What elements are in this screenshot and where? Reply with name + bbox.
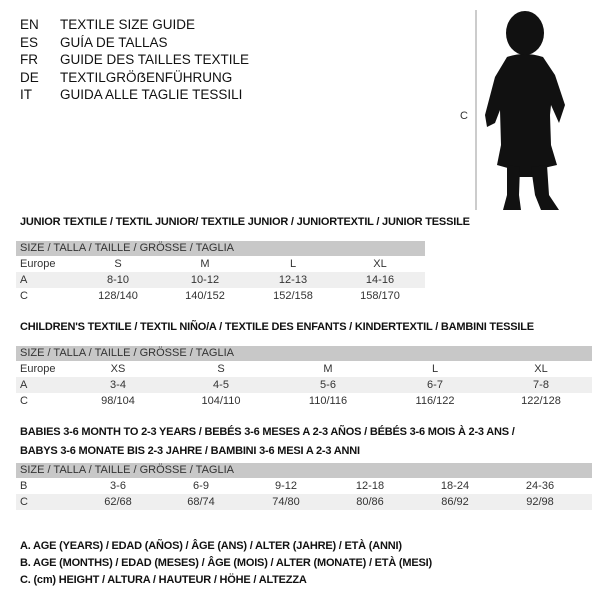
cell-value: 3-4 bbox=[110, 379, 126, 391]
cell-value: M bbox=[200, 258, 210, 270]
cell-value: XS bbox=[110, 363, 126, 375]
babies-size-table: SIZE / TALLA / TAILLE / GRÖSSE / TAGLIA … bbox=[16, 463, 592, 510]
cell-value: XL bbox=[373, 258, 387, 270]
cell-value: 8-10 bbox=[106, 274, 130, 286]
cell-value: TEXTILE SIZE GUIDE bbox=[60, 17, 196, 32]
cell-value: 62/68 bbox=[104, 496, 132, 508]
children-heading: CHILDREN'S TEXTILE / TEXTIL NIÑO/A / TEX… bbox=[20, 321, 534, 333]
row-label: B bbox=[20, 480, 28, 492]
lang-fr: FR GUIDE DES TAILLES TEXTILE bbox=[20, 51, 249, 69]
table-header: SIZE / TALLA / TAILLE / GRÖSSE / TAGLIA bbox=[16, 346, 592, 361]
cell-value: GUIDE DES TAILLES TEXTILE bbox=[60, 52, 250, 67]
lang-en: EN TEXTILE SIZE GUIDE bbox=[20, 16, 249, 34]
cell-value: 104/110 bbox=[201, 395, 241, 407]
table-row: Europe XS S M L XL bbox=[16, 361, 592, 377]
cell-value: 5-6 bbox=[320, 379, 336, 391]
table-row: B 3-6 6-9 9-12 12-18 18-24 24-36 bbox=[16, 478, 592, 494]
legend-b: B. AGE (MONTHS) / EDAD (MESES) / ÂGE (MO… bbox=[20, 557, 432, 569]
table-row: C 98/104 104/110 110/116 116/122 122/128 bbox=[16, 393, 592, 409]
lang-it: IT GUIDA ALLE TAGLIE TESSILI bbox=[20, 86, 249, 104]
height-label: C bbox=[460, 110, 468, 122]
cell-value: 68/74 bbox=[187, 496, 215, 508]
cell-value: 12-13 bbox=[278, 274, 308, 286]
table-header: SIZE / TALLA / TAILLE / GRÖSSE / TAGLIA bbox=[16, 463, 592, 478]
cell-value: 80/86 bbox=[356, 496, 384, 508]
junior-size-table: SIZE / TALLA / TAILLE / GRÖSSE / TAGLIA … bbox=[16, 241, 425, 304]
row-label: C bbox=[20, 395, 28, 407]
cell-value: GUIDA ALLE TAGLIE TESSILI bbox=[60, 87, 243, 102]
cell-value: 4-5 bbox=[213, 379, 229, 391]
table-row: C 62/68 68/74 74/80 80/86 86/92 92/98 bbox=[16, 494, 592, 510]
cell-value: GUÍA DE TALLAS bbox=[60, 34, 168, 50]
row-label: Europe bbox=[20, 363, 56, 375]
row-label: A bbox=[20, 379, 28, 391]
cell-value: S bbox=[217, 363, 225, 375]
cell-value: XL bbox=[534, 363, 548, 375]
child-silhouette-icon: C bbox=[460, 10, 565, 210]
cell-value: 6-9 bbox=[193, 480, 209, 492]
cell-value: 140/152 bbox=[185, 290, 225, 302]
row-label: A bbox=[20, 274, 28, 286]
cell-value: 158/170 bbox=[360, 290, 400, 302]
lang-es: ES GUÍA DE TALLAS bbox=[20, 34, 249, 52]
cell-value: EN bbox=[20, 17, 39, 32]
table-row: Europe S M L XL bbox=[16, 256, 425, 272]
cell-value: 122/128 bbox=[521, 395, 561, 407]
lang-de: DE TEXTILGRÖẞENFÜHRUNG bbox=[20, 69, 249, 87]
cell-value: 9-12 bbox=[274, 480, 298, 492]
cell-value: BABIES 3-6 MONTH TO 2-3 YEARS / BEBÉS 3-… bbox=[20, 426, 515, 438]
cell-value: 7-8 bbox=[533, 379, 549, 391]
cell-value: L bbox=[289, 258, 297, 270]
cell-value: 6-7 bbox=[427, 379, 443, 391]
cell-value: TEXTILGRÖẞENFÜHRUNG bbox=[60, 69, 233, 85]
legend-c: C. (cm) HEIGHT / ALTURA / HAUTEUR / HÖHE… bbox=[20, 574, 307, 586]
cell-value: FR bbox=[20, 52, 38, 67]
cell-value: 86/92 bbox=[441, 496, 469, 508]
table-row: C 128/140 140/152 152/158 158/170 bbox=[16, 288, 425, 304]
cell-value: 92/98 bbox=[526, 496, 554, 508]
children-size-table: SIZE / TALLA / TAILLE / GRÖSSE / TAGLIA … bbox=[16, 346, 592, 409]
row-label: C bbox=[20, 496, 28, 508]
row-label: C bbox=[20, 290, 28, 302]
cell-value: 18-24 bbox=[440, 480, 470, 492]
cell-value: 74/80 bbox=[272, 496, 300, 508]
cell-value: 14-16 bbox=[365, 274, 395, 286]
cell-value: IT bbox=[20, 87, 32, 102]
cell-value: S bbox=[114, 258, 122, 270]
table-header: SIZE / TALLA / TAILLE / GRÖSSE / TAGLIA bbox=[16, 241, 425, 256]
cell-value: 152/158 bbox=[273, 290, 313, 302]
cell-value: 10-12 bbox=[190, 274, 220, 286]
cell-value: 110/116 bbox=[308, 395, 348, 407]
table-row: A 3-4 4-5 5-6 6-7 7-8 bbox=[16, 377, 592, 393]
cell-value: ES bbox=[20, 34, 39, 50]
cell-value: 128/140 bbox=[98, 290, 138, 302]
cell-value: 12-18 bbox=[355, 480, 385, 492]
cell-value: DE bbox=[20, 69, 39, 85]
row-label: Europe bbox=[20, 258, 56, 270]
legend-a: A. AGE (YEARS) / EDAD (AÑOS) / ÂGE (ANS)… bbox=[20, 540, 402, 552]
table-row: A 8-10 10-12 12-13 14-16 bbox=[16, 272, 425, 288]
cell-value: 3-6 bbox=[110, 480, 126, 492]
legend: A. AGE (YEARS) / EDAD (AÑOS) / ÂGE (ANS)… bbox=[20, 538, 432, 589]
cell-value: 24-36 bbox=[525, 480, 555, 492]
junior-heading: JUNIOR TEXTILE / TEXTIL JUNIOR/ TEXTILE … bbox=[20, 216, 470, 228]
cell-value: L bbox=[431, 363, 439, 375]
language-titles: EN TEXTILE SIZE GUIDE ES GUÍA DE TALLAS FR… bbox=[20, 16, 249, 104]
cell-value: 116/122 bbox=[415, 395, 455, 407]
cell-value: M bbox=[323, 363, 333, 375]
cell-value: 98/104 bbox=[101, 395, 135, 407]
babies-heading: BABIES 3-6 MONTH TO 2-3 YEARS / BEBÉS 3-… bbox=[20, 424, 515, 459]
cell-value: BABYS 3-6 MONATE BIS 2-3 JAHRE / BAMBINI… bbox=[20, 445, 360, 457]
